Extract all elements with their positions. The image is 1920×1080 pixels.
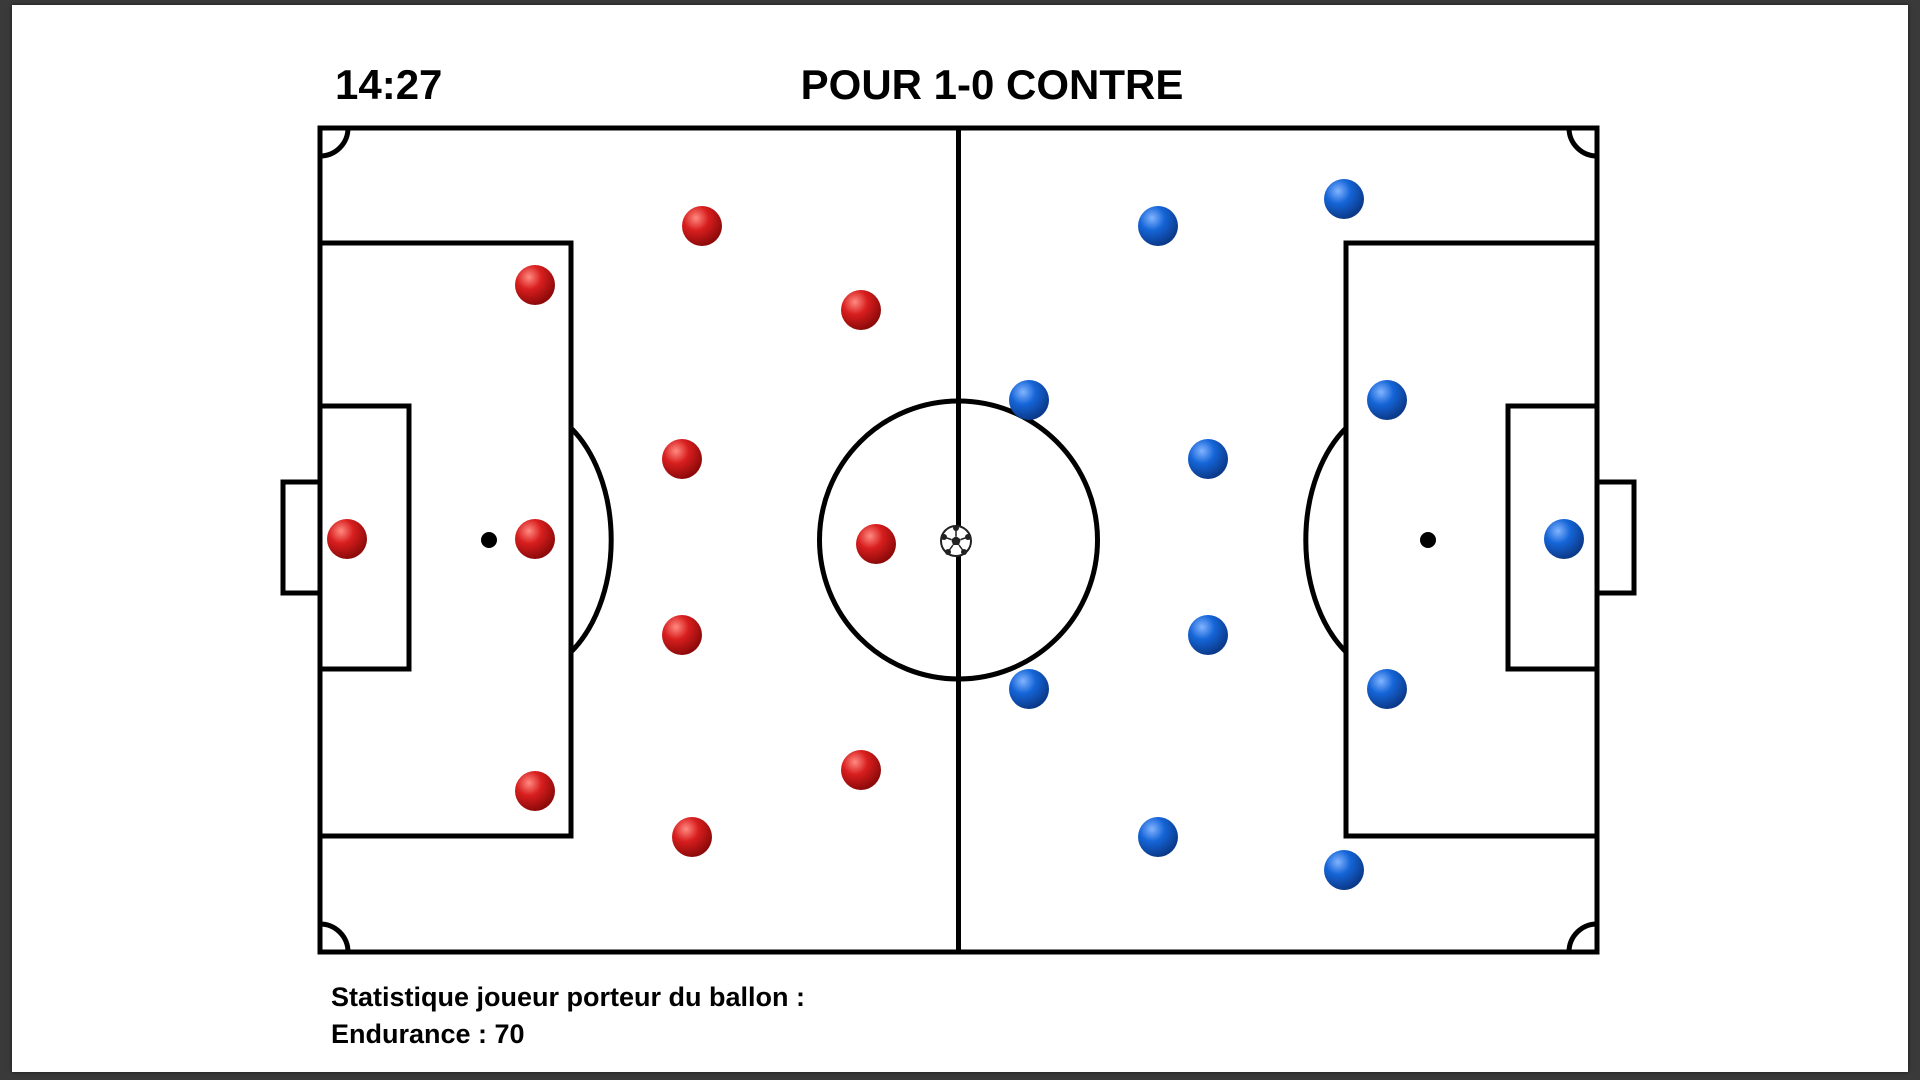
home-player[interactable] (682, 206, 722, 246)
home-player[interactable] (515, 265, 555, 305)
left-penalty-spot (481, 532, 497, 548)
home-player-ball-carrier[interactable] (856, 524, 896, 564)
match-clock: 14:27 (335, 61, 443, 108)
left-penalty-arc (569, 426, 614, 654)
ball-carrier-stats: Statistique joueur porteur du ballon : E… (331, 979, 805, 1053)
away-player[interactable] (1138, 206, 1178, 246)
home-player[interactable] (515, 771, 555, 811)
away-player[interactable] (1138, 817, 1178, 857)
away-player[interactable] (1009, 669, 1049, 709)
center-circle (817, 398, 1100, 682)
away-team (1009, 179, 1584, 890)
corner-arc-top-right (1566, 127, 1598, 159)
away-player[interactable] (1188, 439, 1228, 479)
scoreboard: POUR 1-0 CONTRE (800, 61, 1184, 108)
pitch-lines (280, 125, 1637, 955)
away-player[interactable] (1009, 380, 1049, 420)
home-team (327, 206, 896, 857)
right-goal (1594, 479, 1637, 596)
away-player-goalkeeper[interactable] (1544, 519, 1584, 559)
home-player-goalkeeper[interactable] (327, 519, 367, 559)
endurance-stat: Endurance : 70 (331, 1019, 525, 1049)
away-player[interactable] (1188, 615, 1228, 655)
corner-arc-bottom-right (1566, 921, 1598, 953)
left-goal (280, 479, 323, 596)
away-player[interactable] (1324, 850, 1364, 890)
home-player[interactable] (841, 290, 881, 330)
right-penalty-spot (1420, 532, 1436, 548)
football-pitch (280, 125, 1637, 955)
home-player[interactable] (662, 439, 702, 479)
home-player[interactable] (672, 817, 712, 857)
away-player[interactable] (1324, 179, 1364, 219)
screen-frame: 14:27 POUR 1-0 CONTRE (12, 5, 1908, 1072)
home-player[interactable] (515, 519, 555, 559)
right-penalty-arc (1303, 426, 1348, 654)
home-player[interactable] (841, 750, 881, 790)
away-player[interactable] (1367, 380, 1407, 420)
corner-arc-bottom-left (319, 921, 351, 953)
soccer-ball-icon (940, 525, 972, 557)
stats-heading: Statistique joueur porteur du ballon : (331, 982, 806, 1012)
corner-arc-top-left (319, 127, 351, 159)
home-player[interactable] (662, 615, 702, 655)
away-player[interactable] (1367, 669, 1407, 709)
